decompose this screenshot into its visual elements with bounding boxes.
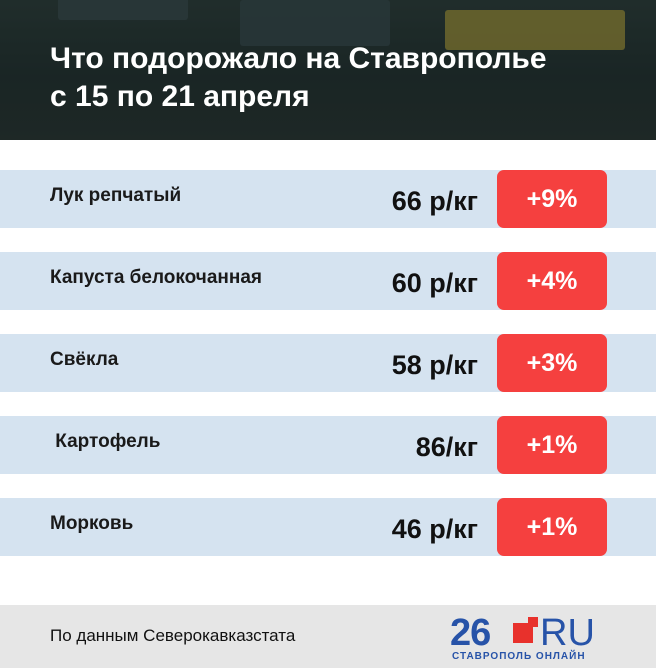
- price: 66 р/кг: [391, 186, 478, 216]
- source: По данным Северокавказстата: [50, 626, 296, 645]
- product-name: Капуста белокочанная: [50, 267, 263, 288]
- header: Что подорожало на Ставрополье с 15 по 21…: [0, 0, 656, 140]
- price: 46 р/кг: [391, 514, 478, 544]
- logo-square: [528, 617, 538, 627]
- logo-domain: RU: [540, 612, 595, 654]
- table-row: Картофель 86/кг +1%: [0, 416, 656, 474]
- footer: По данным Северокавказстата 26 RU СТАВРО…: [0, 605, 656, 668]
- change-badge: +9%: [497, 170, 607, 228]
- table-row: Морковь 46 р/кг +1%: [0, 498, 656, 556]
- product-name: Морковь: [50, 513, 134, 534]
- product-name: Лук репчатый: [50, 185, 182, 206]
- background-photo: [445, 10, 625, 50]
- change-badge: +3%: [497, 334, 607, 392]
- change-badge: +4%: [497, 252, 607, 310]
- price: 86/кг: [415, 432, 478, 462]
- overlay: [0, 0, 656, 140]
- change-badge: +1%: [497, 416, 607, 474]
- logo: 26 RU СТАВРОПОЛЬ ОНЛАЙН: [450, 613, 610, 665]
- table-row: Свёкла 58 р/кг +3%: [0, 334, 656, 392]
- background-photo: [240, 0, 390, 46]
- table-row: Капуста белокочанная 60 р/кг +4%: [0, 252, 656, 310]
- product-name: Картофель: [50, 431, 161, 452]
- title-line: с 15 по 21 апреля: [50, 80, 310, 113]
- table-row: Лук репчатый 66 р/кг +9%: [0, 170, 656, 228]
- title-line: Что подорожало на Ставрополье: [50, 42, 547, 75]
- background-photo: [58, 0, 188, 20]
- logo-square: [513, 623, 533, 643]
- price: 58 р/кг: [391, 350, 478, 380]
- title: Что подорожало на Ставрополье с 15 по 21…: [50, 40, 547, 116]
- price: 60 р/кг: [391, 268, 478, 298]
- change-badge: +1%: [497, 498, 607, 556]
- product-name: Свёкла: [50, 349, 119, 370]
- logo-number: 26: [450, 612, 491, 654]
- logo-tagline: СТАВРОПОЛЬ ОНЛАЙН: [452, 651, 586, 662]
